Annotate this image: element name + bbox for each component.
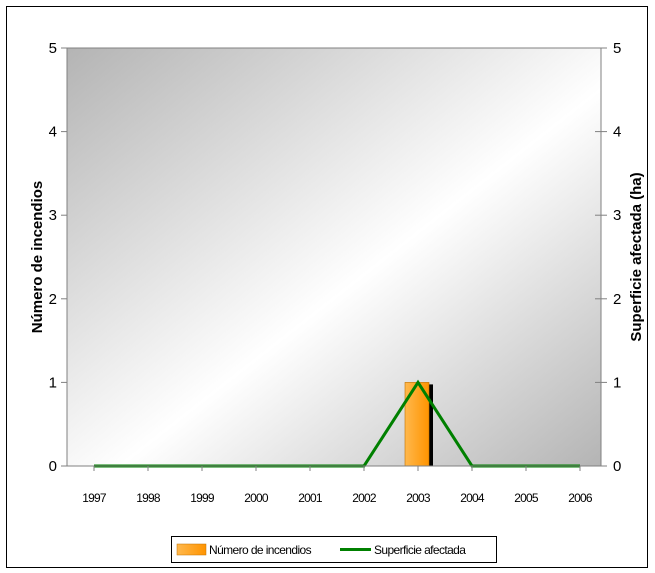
y-tick-label-left: 3 bbox=[49, 207, 57, 224]
y-tick-label-right: 3 bbox=[613, 207, 621, 224]
x-tick-label: 1998 bbox=[136, 491, 161, 505]
x-tick-label: 2003 bbox=[406, 491, 431, 505]
x-tick-label: 1999 bbox=[190, 491, 215, 505]
y-axis-title-right: Superficie afectada (ha) bbox=[628, 172, 645, 341]
x-tick-label: 2005 bbox=[514, 491, 539, 505]
y-tick-label-right: 1 bbox=[613, 374, 621, 391]
legend: Número de incendios Superficie afectada bbox=[171, 536, 497, 563]
legend-label-line: Superficie afectada bbox=[374, 543, 466, 557]
y-tick-label-right: 5 bbox=[613, 40, 621, 57]
y-tick-label-right: 2 bbox=[613, 291, 621, 308]
plot-area bbox=[67, 48, 601, 466]
x-tick-label: 2006 bbox=[568, 491, 593, 505]
bar-shadow bbox=[429, 384, 433, 466]
legend-box bbox=[171, 536, 497, 563]
x-tick-label: 2004 bbox=[460, 491, 485, 505]
y-tick-label-left: 1 bbox=[49, 374, 57, 391]
legend-label-bar: Número de incendios bbox=[209, 543, 312, 557]
y-tick-label-left: 4 bbox=[49, 124, 57, 141]
y-tick-label-left: 5 bbox=[49, 40, 57, 57]
y-tick-label-right: 4 bbox=[613, 124, 621, 141]
y-tick-label-right: 0 bbox=[613, 458, 621, 475]
x-tick-label: 1997 bbox=[82, 491, 107, 505]
x-tick-label: 2001 bbox=[298, 491, 323, 505]
y-tick-label-left: 0 bbox=[49, 458, 57, 475]
x-tick-label: 2002 bbox=[352, 491, 377, 505]
x-tick-label: 2000 bbox=[244, 491, 269, 505]
y-tick-label-left: 2 bbox=[49, 291, 57, 308]
y-axis-title-left: Número de incendios bbox=[29, 181, 46, 334]
legend-swatch-bar bbox=[176, 543, 207, 556]
